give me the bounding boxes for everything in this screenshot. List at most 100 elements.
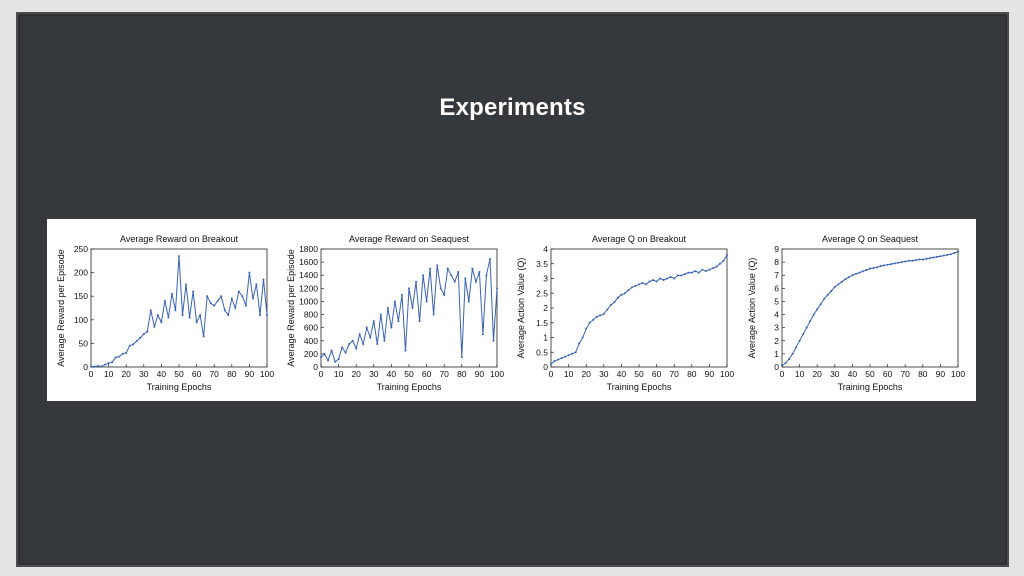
data-point — [861, 270, 864, 273]
chart-title: Average Q on Breakout — [592, 234, 686, 244]
data-point — [585, 327, 588, 330]
x-tick-label: 60 — [883, 369, 893, 379]
data-point — [876, 266, 879, 269]
data-point — [118, 355, 121, 358]
data-point — [244, 304, 247, 307]
x-tick-label: 60 — [192, 369, 202, 379]
data-point — [429, 267, 432, 270]
data-point — [358, 333, 361, 336]
x-tick-label: 30 — [139, 369, 149, 379]
y-tick-label: 3 — [774, 323, 779, 333]
data-point — [942, 254, 945, 257]
data-point — [467, 300, 470, 303]
data-point — [142, 332, 145, 335]
data-point — [715, 265, 718, 268]
data-point — [645, 283, 648, 286]
x-tick-label: 40 — [617, 369, 627, 379]
data-point — [114, 356, 117, 359]
data-point — [457, 270, 460, 273]
data-point — [602, 312, 605, 315]
data-point — [149, 309, 152, 312]
data-point — [781, 364, 783, 367]
data-point — [613, 301, 616, 304]
data-point — [847, 276, 850, 279]
data-point — [816, 308, 819, 311]
x-tick-label: 40 — [157, 369, 167, 379]
chart-1: Average Reward on Breakout Training Epoch… — [56, 234, 274, 392]
data-point — [588, 321, 591, 324]
data-point — [376, 343, 379, 346]
data-point — [227, 314, 230, 317]
data-point — [262, 278, 265, 281]
y-axis-label: Average Reward per Episode — [56, 249, 66, 366]
data-point — [949, 253, 952, 256]
data-point — [446, 267, 449, 270]
data-point — [830, 289, 833, 292]
data-point — [478, 270, 481, 273]
data-point — [355, 347, 358, 350]
data-point — [883, 264, 886, 267]
data-point — [655, 280, 658, 283]
data-point — [932, 256, 935, 259]
data-point — [854, 272, 857, 275]
data-point — [690, 271, 693, 274]
data-point — [121, 352, 124, 355]
data-point — [911, 259, 914, 262]
data-point — [100, 365, 103, 368]
data-point — [337, 358, 340, 361]
data-point — [564, 355, 567, 358]
data-point — [788, 358, 791, 361]
data-point — [107, 362, 110, 365]
data-point — [676, 274, 679, 277]
data-point — [708, 268, 711, 271]
y-tick-label: 0.5 — [536, 347, 548, 357]
y-tick-label: 2 — [774, 336, 779, 346]
data-point — [323, 352, 326, 355]
data-point — [474, 280, 477, 283]
series-line — [91, 256, 268, 368]
data-point — [344, 351, 347, 354]
data-point — [957, 250, 959, 253]
data-point — [939, 255, 942, 258]
data-point — [659, 277, 662, 280]
data-point — [567, 354, 570, 357]
y-tick-label: 1 — [543, 333, 548, 343]
data-point — [481, 333, 484, 336]
x-tick-label: 50 — [174, 369, 184, 379]
data-point — [199, 314, 202, 317]
data-point — [890, 263, 893, 266]
data-point — [379, 313, 382, 316]
data-point — [616, 296, 619, 299]
data-point — [234, 307, 237, 309]
data-point — [946, 253, 949, 256]
data-point — [592, 318, 595, 321]
data-point — [471, 267, 474, 270]
data-point — [492, 339, 495, 342]
plot-frame — [781, 248, 959, 368]
data-point — [858, 271, 861, 274]
data-point — [153, 325, 156, 328]
data-point — [638, 283, 640, 286]
slide-title: Experiments — [439, 94, 586, 121]
data-point — [718, 262, 721, 265]
x-tick-label: 0 — [89, 369, 94, 379]
data-point — [921, 258, 924, 261]
chart-3: Average Q on Breakout Training Epochs Aver… — [516, 234, 734, 392]
x-axis-label: Training Epochs — [607, 382, 672, 392]
y-tick-label: 200 — [304, 349, 318, 359]
x-tick-label: 70 — [439, 369, 449, 379]
data-point — [819, 303, 822, 306]
y-tick-label: 1800 — [299, 244, 318, 254]
data-point — [167, 316, 170, 319]
x-tick-label: 20 — [121, 369, 131, 379]
data-point — [652, 278, 655, 281]
data-point — [574, 351, 577, 354]
data-point — [666, 277, 669, 280]
data-point — [393, 300, 396, 303]
data-point — [188, 316, 191, 319]
data-point — [907, 259, 910, 262]
data-point — [791, 352, 794, 355]
x-tick-label: 90 — [245, 369, 255, 379]
y-tick-label: 3 — [543, 274, 548, 284]
data-point — [464, 277, 467, 280]
